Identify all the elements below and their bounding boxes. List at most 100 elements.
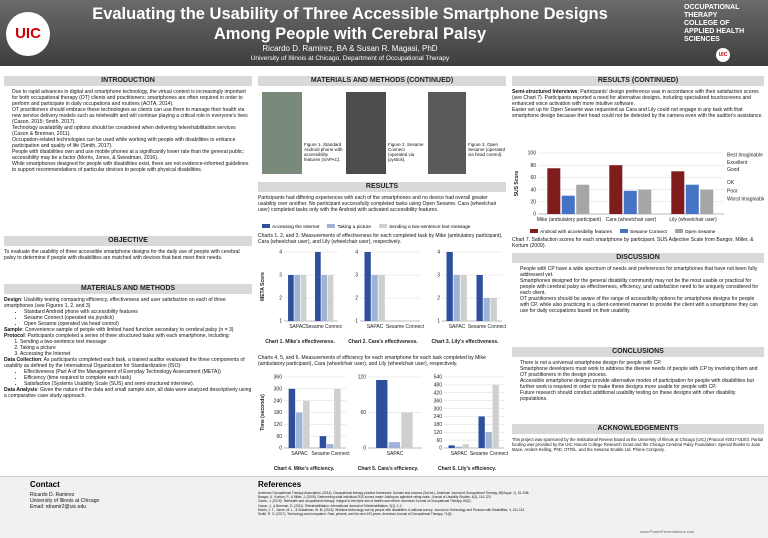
bar: [478, 416, 485, 448]
y-tick-label: 420: [434, 390, 443, 396]
list-item: Satisfaction (Systems Usability Scale (S…: [24, 381, 252, 387]
figure-photo: [428, 92, 466, 174]
chart: 1 2 3 4 SAPAC Sesame Connect Chart 2. Cara's e…: [348, 250, 424, 345]
chart: SUS Score 0 20 40 60 80 100 Mike (ambulatory pa…: [514, 151, 764, 223]
x-tick-label: SAPAC: [289, 324, 306, 330]
legend-label: Open Sesame: [684, 230, 716, 235]
section-heading: RESULTS: [258, 182, 506, 192]
legend-swatch: [327, 224, 336, 228]
y-tick-label: 1: [279, 319, 282, 325]
chart-caption: Chart 7. Satisfaction scores for each sm…: [512, 237, 754, 249]
list-item: Standard Android phone with accessibilit…: [24, 309, 252, 315]
y-tick-label: 240: [274, 398, 283, 404]
bar: [315, 252, 321, 321]
chart: 0 60 120 SAPAC Chart 5. Cara's efficiency.: [358, 375, 422, 472]
x-tick-label: SAPAC: [451, 451, 468, 457]
y-tick-label: 180: [434, 422, 443, 428]
conclusions-text: There is not a universal smartphone desi…: [512, 360, 764, 420]
footer-credit: www.PosterPresentations.com: [640, 529, 695, 534]
paragraph: Protocol: Participants completed a serie…: [4, 333, 252, 339]
legend-label: Taking a picture: [337, 225, 372, 230]
legend: Android with accessibility features Sesam…: [530, 229, 764, 236]
y-tick-label: 4: [437, 250, 440, 256]
bar: [303, 400, 310, 448]
y-tick-label: 240: [434, 414, 443, 420]
paragraph: Easier set up for Open Sesame was reques…: [512, 107, 763, 119]
legend-entry: Android with accessibility features: [530, 229, 612, 235]
y-tick-label: 0: [279, 446, 282, 452]
list-item: Sending a two-sentence text message: [20, 339, 252, 345]
y-tick-label: 60: [360, 410, 366, 416]
label: Sample: [4, 327, 23, 333]
adjective-label: Good: [727, 167, 739, 173]
y-tick-label: 300: [434, 406, 443, 412]
x-tick-label: Cara (wheelchair user): [606, 217, 657, 223]
x-tick-label: Sesame Connect: [386, 324, 424, 330]
y-axis-label: META Score: [260, 272, 266, 301]
y-tick-label: 2: [437, 296, 440, 302]
section-heading: DISCUSSION: [512, 253, 764, 263]
list-item: Due to rapid advances in digital and sma…: [12, 89, 252, 107]
list-item: Sesame Connect (operated via joystick): [24, 315, 252, 321]
bar: [700, 189, 714, 214]
label: Protocol: [4, 333, 25, 339]
section-heading: CONCLUSIONS: [512, 347, 764, 357]
list-item: People with CP have a wide spectrum of n…: [520, 266, 764, 278]
bar: [334, 388, 341, 448]
paragraph: Data Analysis: Given the nature of the d…: [4, 387, 252, 399]
y-tick-label: 3: [279, 273, 282, 279]
bar: [638, 189, 652, 214]
legend-swatch: [530, 229, 538, 233]
bar: [453, 275, 460, 321]
label: Data Collection: [4, 357, 42, 363]
figure-caption: Figure 3. Open Sesame (operated via head…: [468, 142, 506, 157]
chart-title: Chart 4. Mike's efficiency.: [274, 466, 335, 472]
list: There is not a universal smartphone desi…: [512, 360, 764, 402]
bar: [378, 275, 385, 321]
legend-entry: Taking a picture: [327, 224, 372, 230]
list-item: Smartphone developers must work to addre…: [520, 366, 764, 378]
footer-band: [0, 476, 768, 538]
figure-photo: [262, 92, 302, 174]
title: Evaluating the Usability of Three Access…: [92, 5, 608, 43]
bar: [576, 184, 590, 214]
list: Standard Android phone with accessibilit…: [4, 309, 252, 327]
bar: [371, 275, 378, 321]
bar: [561, 195, 575, 214]
reference: Cason, J., & Brennan, D. (2011). Telereh…: [258, 503, 403, 508]
list-item: Future research should conduct additiona…: [520, 390, 764, 402]
section-heading: OBJECTIVE: [4, 236, 252, 246]
y-tick-label: 80: [530, 163, 536, 169]
logo: UIC: [6, 12, 50, 56]
x-tick-label: Lily (wheelchair user): [669, 217, 717, 223]
list: Effectiveness (Part A of the Management …: [4, 369, 252, 387]
adjective-label: Excellent: [727, 160, 748, 166]
contact-heading: Contact: [30, 480, 60, 489]
list-item: OT practitioners should embrace these te…: [12, 107, 252, 125]
department-line: COLLEGE OF: [684, 20, 730, 27]
badge: UIC: [716, 48, 730, 62]
list-item: People with disabilities own and use mob…: [12, 149, 252, 161]
y-tick-label: 1: [355, 319, 358, 325]
list-item: Accessing the Internet: [20, 351, 252, 357]
legend-swatch: [620, 229, 628, 233]
legend-label: Accessing the Internet: [272, 225, 320, 230]
paragraph: Semi-structured Interviews: Participants…: [512, 89, 764, 107]
list-item: OT practitioners should be aware of the …: [520, 296, 764, 314]
y-tick-label: 4: [279, 250, 282, 256]
bar: [294, 275, 301, 321]
y-tick-label: 480: [434, 383, 443, 389]
bar: [448, 445, 455, 448]
x-tick-label: Sesame Connect: [468, 324, 506, 330]
chart-title: Chart 2. Cara's effectiveness.: [348, 339, 418, 345]
legend-swatch: [674, 229, 683, 233]
bar: [460, 275, 467, 321]
legend-entry: Sesame Connect: [620, 229, 667, 235]
text: : Participants' design preference was in…: [512, 89, 759, 107]
list-item: Open Sesame (operated via head control): [24, 321, 252, 327]
figure-photo: [346, 92, 386, 174]
text: : Participants completed a series of thr…: [24, 333, 230, 339]
section-heading: MATERIALS AND METHODS: [4, 284, 252, 294]
section-heading: INTRODUCTION: [4, 76, 252, 86]
adjective-label: Worst Imaginable: [727, 196, 764, 202]
